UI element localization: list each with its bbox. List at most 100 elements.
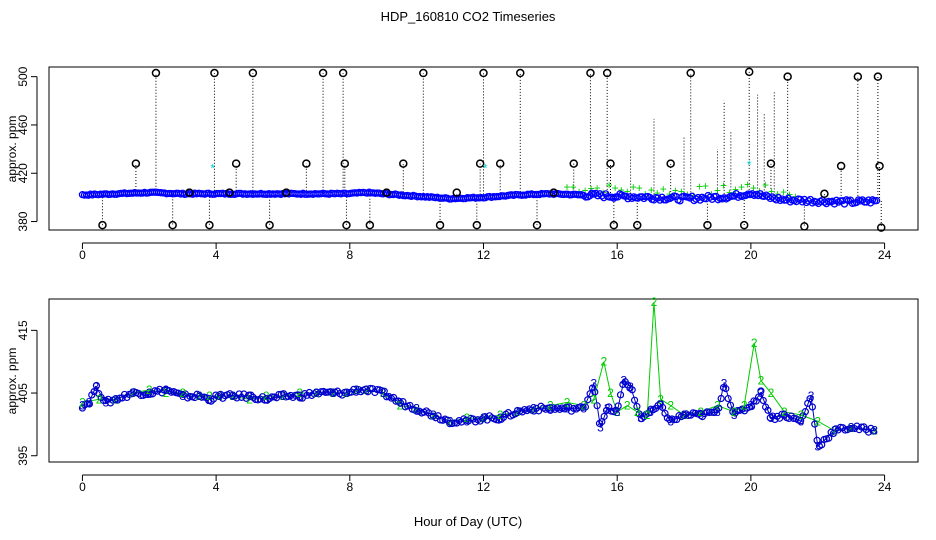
series-3-circle	[581, 403, 590, 411]
extreme-point	[783, 72, 792, 81]
residual-point: +	[636, 181, 643, 195]
series-2-marker: 2	[644, 408, 651, 422]
series-3-marker: 3	[768, 411, 775, 425]
residual-point: +	[654, 186, 661, 200]
residual-point: +	[660, 182, 667, 196]
series-3-marker: 3	[637, 411, 644, 425]
series-3-circle	[628, 386, 636, 394]
extreme-point	[666, 159, 675, 168]
series-3-circle	[722, 385, 730, 393]
series-3-circle	[670, 416, 678, 424]
series-3-circle	[764, 406, 772, 414]
residual-point: +	[612, 181, 619, 195]
series-2-marker: 2	[624, 399, 631, 413]
series-3-marker: 3	[621, 374, 628, 388]
extreme-point	[472, 220, 482, 230]
extreme-point	[479, 68, 488, 78]
series-3-circle	[268, 393, 276, 401]
series-2-marker: 2	[651, 295, 658, 309]
series-3-circle	[366, 384, 374, 393]
series-2-marker: 2	[768, 386, 775, 400]
series-3-marker: 3	[814, 439, 821, 453]
series-3-marker: 3	[229, 389, 236, 403]
x-tick-label: 24	[878, 480, 892, 494]
series-2-marker: 2	[216, 389, 223, 403]
extreme-point	[744, 67, 754, 77]
series-2-marker: 2	[363, 383, 370, 397]
series-3-marker: 3	[263, 392, 270, 406]
x-tick-label: 16	[611, 248, 625, 262]
extreme-point	[365, 220, 375, 230]
series-3-marker: 3	[614, 405, 621, 419]
series-3-circle	[839, 424, 847, 432]
y-tick-label: 420	[16, 163, 30, 183]
series-2-marker: 2	[848, 421, 855, 435]
series-3-circle	[825, 434, 833, 442]
series-3-circle	[630, 396, 639, 404]
highlight-point: *	[210, 161, 215, 175]
series-3-circle	[518, 408, 526, 416]
series-2-marker: 2	[179, 386, 186, 400]
series-3-circle	[754, 393, 763, 401]
series-2-marker: 2	[296, 386, 303, 400]
extreme-point	[340, 159, 350, 168]
series-2-marker: 2	[781, 405, 788, 419]
series-2-marker: 2	[113, 392, 120, 406]
extreme-point	[516, 68, 525, 78]
series-3-marker: 3	[681, 408, 688, 422]
series-3-circle	[593, 402, 601, 410]
series-2-marker: 2	[758, 374, 765, 388]
residual-point: +	[678, 184, 685, 198]
series-2-marker: 2	[96, 392, 103, 406]
y-tick-label: 460	[16, 115, 30, 135]
series-3-marker: 3	[280, 389, 287, 403]
series-2-marker: 2	[129, 386, 136, 400]
series-3-circle	[118, 394, 126, 402]
series-3-circle	[446, 420, 454, 428]
series-3-circle	[382, 393, 391, 401]
bottom-axes: 0 4 8 12 16 20 24 395 405 415	[16, 320, 892, 494]
extreme-point	[495, 159, 505, 168]
series-3-marker: 3	[667, 414, 674, 428]
series-2-marker: 2	[79, 395, 86, 409]
highlight-point: *	[747, 158, 752, 172]
series-3-circle	[616, 391, 625, 399]
series-3-circle	[811, 420, 819, 428]
series-3-circle	[584, 396, 592, 404]
series-2-marker: 2	[229, 389, 236, 403]
bottom-ylabel: approx. ppm	[5, 348, 19, 415]
residual-point: +	[744, 177, 751, 191]
series-3-circle	[659, 403, 667, 412]
series-2-marker: 2	[681, 408, 688, 422]
series-2-marker: 2	[206, 389, 213, 403]
extreme-point	[532, 220, 542, 230]
extreme-point	[820, 189, 829, 199]
extreme-point	[703, 220, 712, 230]
series-3-circle	[116, 394, 124, 402]
series-2-marker: 2	[280, 389, 287, 403]
baseline-point	[862, 198, 871, 206]
series-2-marker: 2	[590, 392, 597, 406]
residual-point: +	[666, 187, 673, 201]
extreme-point	[342, 220, 351, 230]
extreme-point	[151, 68, 161, 78]
x-tick-label: 4	[213, 480, 220, 494]
highlight-point: *	[483, 161, 488, 175]
x-tick-label: 0	[79, 248, 86, 262]
top-series: + + + + + + ++ + + + + + + + + + + + + + ++ ++ + + + + + + + + + + + + + +*…	[78, 67, 886, 232]
extreme-point	[98, 220, 107, 230]
extreme-point	[609, 220, 619, 230]
series-3-marker: 3	[480, 411, 487, 425]
extreme-point	[875, 161, 884, 171]
x-tick-label: 12	[477, 248, 491, 262]
series-3-marker: 3	[146, 386, 153, 400]
series-2-marker: 2	[514, 405, 521, 419]
series-3-marker: 3	[831, 424, 838, 438]
series-3-marker: 3	[216, 389, 223, 403]
x-tick-label: 20	[744, 248, 758, 262]
series-3-circle	[198, 393, 206, 401]
series-3-circle	[715, 404, 723, 412]
residual-point: +	[672, 183, 679, 197]
series-3-marker: 3	[206, 392, 213, 406]
